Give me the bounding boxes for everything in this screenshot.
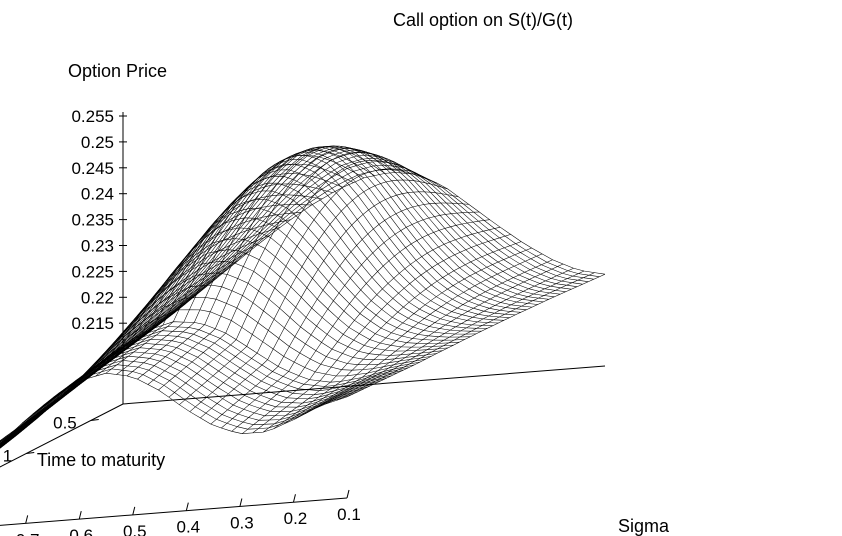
mesh-line-time <box>49 147 533 405</box>
mesh-line-sigma <box>336 272 595 401</box>
mesh-line-time <box>94 154 578 372</box>
mesh-line-time <box>0 360 364 447</box>
mesh-line-sigma <box>346 273 606 398</box>
mesh-line-time <box>83 149 566 381</box>
sigma-tick-label: 0.7 <box>16 530 40 536</box>
tick-labels: 0.2550.250.2450.240.2350.230.2250.220.21… <box>3 107 361 536</box>
time-axis-line <box>0 403 124 468</box>
z-axis-label: Option Price <box>68 61 167 81</box>
mesh-line-sigma <box>304 263 564 414</box>
sigma-tick-label: 0.3 <box>230 513 254 532</box>
mesh-line-sigma <box>116 150 375 375</box>
mesh-line-sigma <box>294 259 553 420</box>
mesh-line-time <box>72 146 555 389</box>
mesh-line-sigma <box>283 253 543 425</box>
sigma-tick-mark <box>292 494 296 503</box>
mesh-line-sigma <box>200 191 459 419</box>
mesh-line-sigma <box>126 146 386 377</box>
mesh-line-sigma <box>325 270 585 405</box>
price-tick-label: 0.22 <box>81 288 114 307</box>
price-tick-label: 0.24 <box>81 185 114 204</box>
mesh-line-sigma <box>179 169 438 405</box>
base-back-edge <box>122 365 606 405</box>
sigma-tick-mark <box>78 510 82 520</box>
time-tick-label: 1 <box>3 447 12 466</box>
mesh-line-sigma <box>168 160 428 398</box>
mesh-line-sigma <box>0 260 239 447</box>
mesh-line-time <box>0 272 437 447</box>
mesh-line-sigma <box>137 145 396 380</box>
sigma-tick-mark <box>185 502 189 511</box>
time-tick-label: 0.5 <box>53 414 77 433</box>
mesh-line-sigma <box>74 183 333 385</box>
price-tick-label: 0.245 <box>71 159 114 178</box>
mesh-line-time <box>106 161 589 364</box>
mesh-line-time <box>89 152 572 376</box>
mesh-line-time <box>0 260 443 446</box>
mesh-line-sigma <box>0 351 124 442</box>
sigma-tick-mark <box>25 515 29 524</box>
chart-title: Call option on S(t)/G(t) <box>393 10 573 30</box>
mesh-line-time <box>0 351 376 448</box>
sigma-axis-line <box>0 497 348 526</box>
mesh-line-sigma <box>231 219 490 432</box>
mesh-line-sigma <box>22 227 281 424</box>
time-tick-mark <box>90 419 99 421</box>
mesh-line-sigma <box>0 335 145 444</box>
mesh-line-sigma <box>242 226 501 434</box>
surface-mesh <box>0 145 606 449</box>
mesh-line-sigma <box>158 152 417 391</box>
price-tick-label: 0.23 <box>81 237 114 256</box>
sigma-tick-mark <box>239 498 243 507</box>
sigma-tick-label: 0.2 <box>284 509 308 528</box>
sigma-tick-label: 0.4 <box>177 518 201 536</box>
mesh-line-sigma <box>315 268 574 409</box>
sigma-tick-label: 0.6 <box>69 526 93 536</box>
y-axis-label: Sigma <box>618 516 670 536</box>
price-tick-label: 0.235 <box>71 211 114 230</box>
mesh-line-sigma <box>252 234 511 434</box>
price-tick-label: 0.215 <box>71 314 114 333</box>
price-tick-label: 0.25 <box>81 133 114 152</box>
sigma-tick-label: 0.1 <box>337 505 361 524</box>
mesh-line-sigma <box>11 235 270 434</box>
mesh-line-sigma <box>263 241 522 433</box>
mesh-line-sigma <box>105 155 365 374</box>
mesh-line-sigma <box>189 179 448 412</box>
mesh-line-sigma <box>221 211 480 429</box>
price-tick-label: 0.255 <box>71 107 114 126</box>
mesh-line-sigma <box>0 311 176 448</box>
mesh-line-sigma <box>32 219 291 415</box>
mesh-line-time <box>0 355 370 448</box>
x-axis-label: Time to maturity <box>37 450 165 470</box>
sigma-tick-label: 0.5 <box>123 522 147 536</box>
time-tick-mark <box>26 452 35 454</box>
sigma-tick-mark <box>132 506 136 516</box>
mesh-line-sigma <box>0 319 166 446</box>
price-tick-label: 0.225 <box>71 262 114 281</box>
mesh-line-sigma <box>147 148 407 385</box>
mesh-line-sigma <box>95 163 354 377</box>
mesh-line-time <box>61 145 544 397</box>
sigma-tick-mark <box>346 489 350 499</box>
mesh-line-sigma <box>210 202 469 425</box>
mesh-line-sigma <box>273 247 532 429</box>
mesh-line-sigma <box>0 343 134 443</box>
